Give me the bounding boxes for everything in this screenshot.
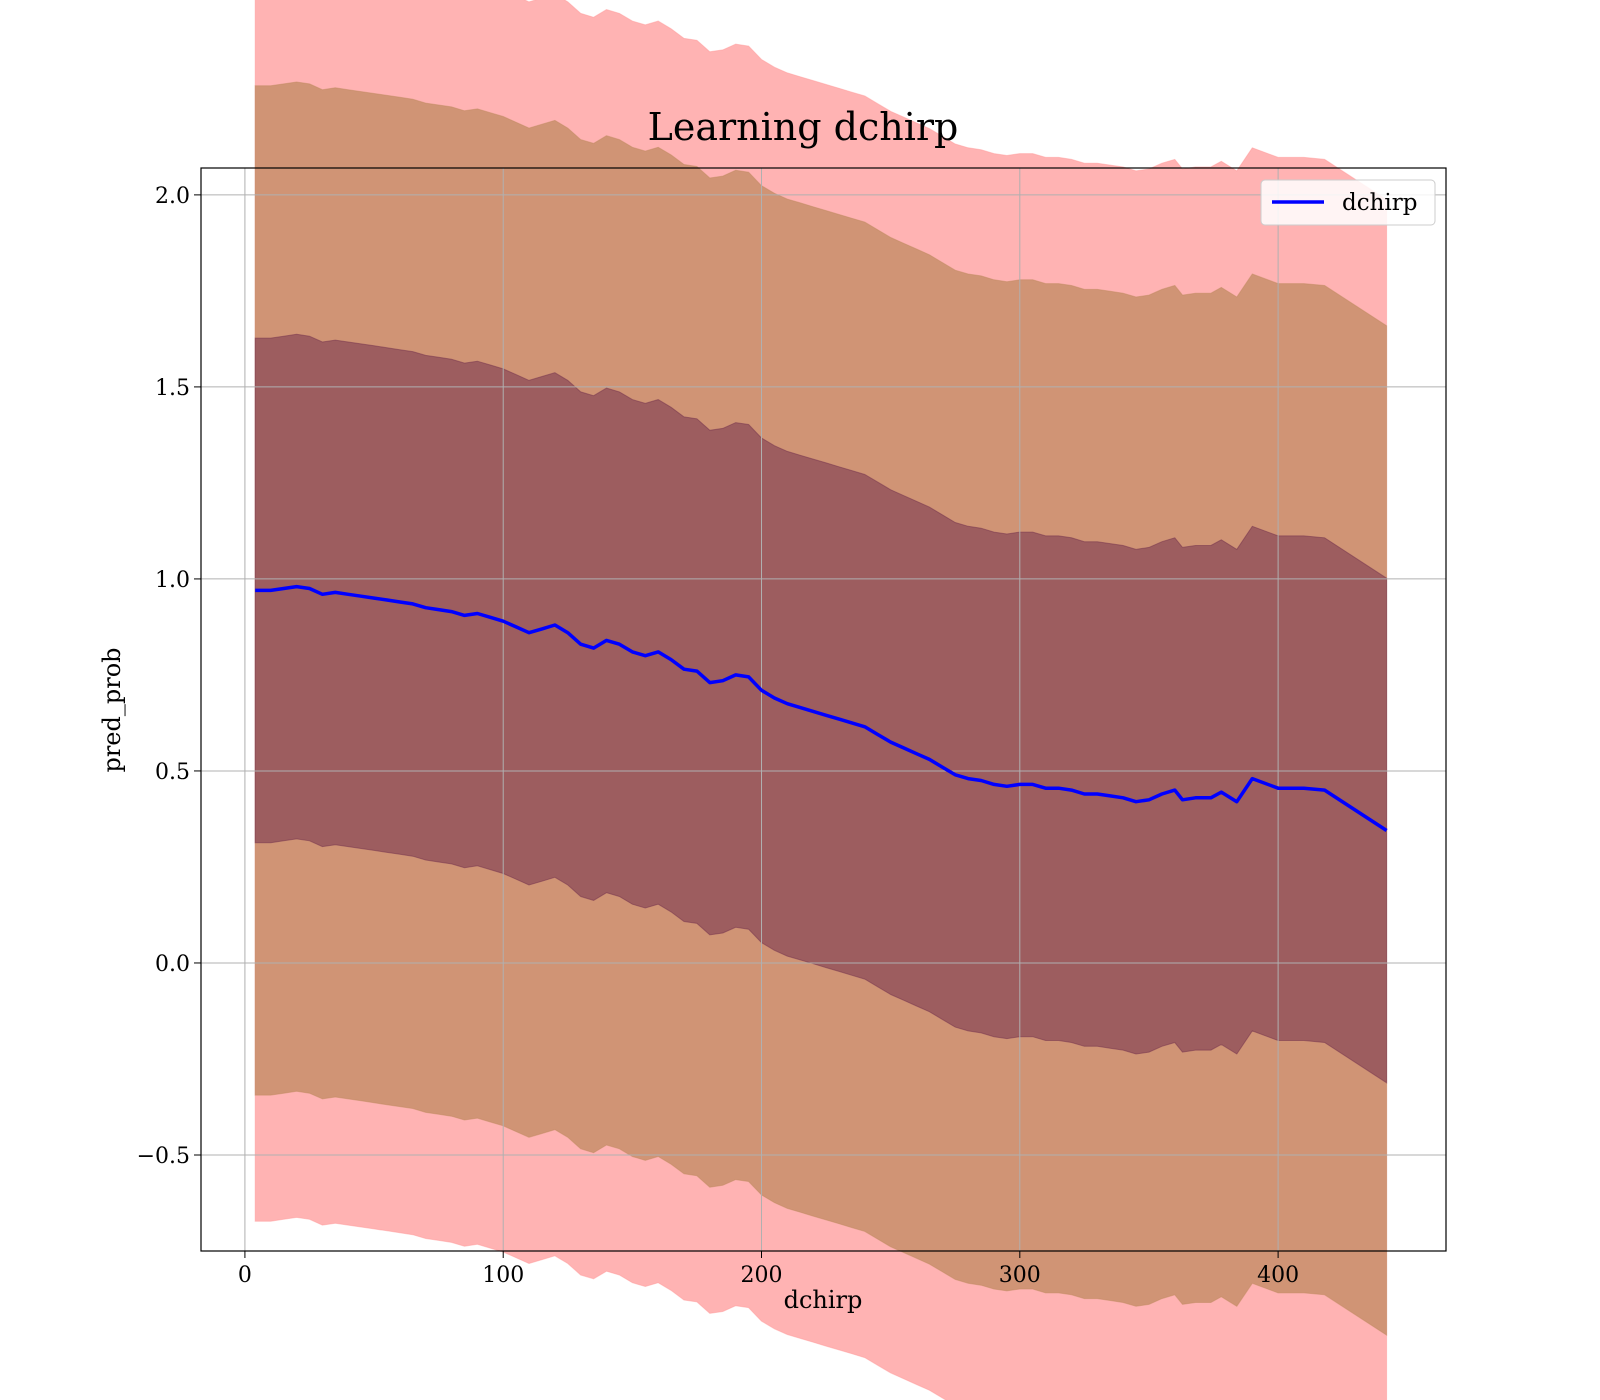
chart-title: Learning dchirp (648, 105, 959, 149)
x-tick-label: 100 (482, 1263, 524, 1288)
y-tick-label: 0.5 (155, 760, 190, 785)
y-tick-label: 1.0 (155, 568, 190, 593)
series-line-dchirp (255, 584, 1388, 832)
uncertainty-bands (254, 0, 1388, 1400)
x-tick-label: 300 (999, 1263, 1041, 1288)
y-tick-label: 1.5 (155, 376, 190, 401)
grid-lines (201, 168, 1446, 1251)
x-tick-label: 200 (741, 1263, 783, 1288)
y-tick-label: 0.0 (155, 952, 190, 977)
legend-box (1260, 179, 1436, 226)
series-lines (255, 584, 1388, 832)
axis-ticks: 0 100 200 300 400 2.0 1.5 1.0 0.5 0.0 −0.5 (137, 184, 1300, 1288)
y-axis-label: pred_prob (98, 647, 126, 772)
legend: dchirp (1260, 179, 1436, 226)
x-tick-label: 400 (1257, 1263, 1299, 1288)
y-tick-label: −0.5 (137, 1144, 190, 1169)
x-tick-label: 0 (238, 1263, 252, 1288)
legend-entry-dchirp: dchirp (1342, 190, 1418, 216)
plot-frame (200, 167, 1447, 1252)
y-tick-label: 2.0 (155, 184, 190, 209)
x-axis-label: dchirp (784, 1286, 863, 1314)
band-sigma-1 (254, 333, 1388, 1084)
